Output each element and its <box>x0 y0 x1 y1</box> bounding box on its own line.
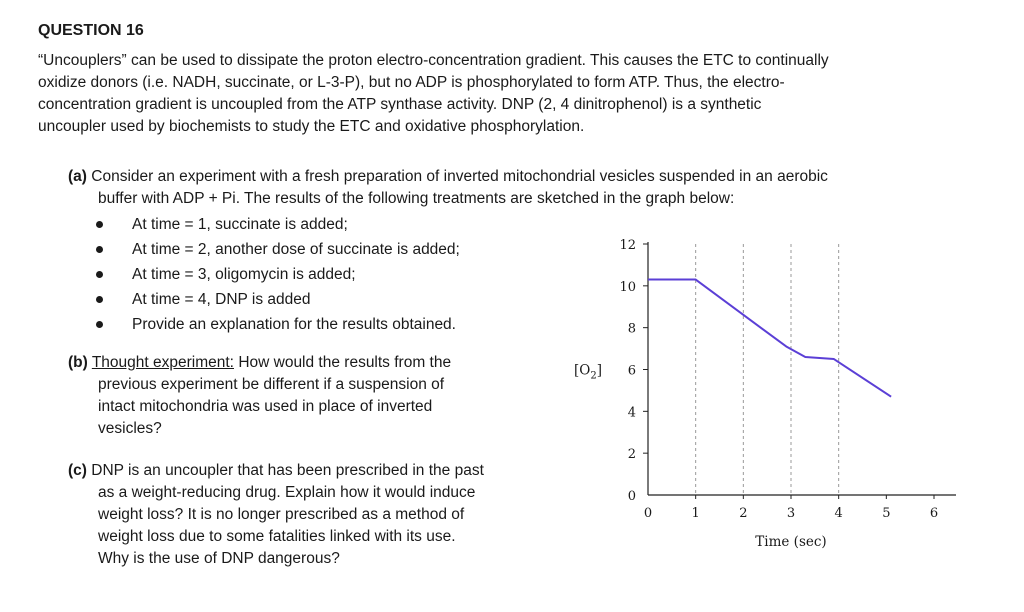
treatment-list: At time = 1, succinate is added; At time… <box>96 212 556 337</box>
y-tick-label: 4 <box>628 405 636 420</box>
question-intro: “Uncouplers” can be used to dissipate th… <box>38 50 988 138</box>
part-b: (b) Thought experiment: How would the re… <box>68 352 558 440</box>
bullet-icon <box>96 221 103 228</box>
part-c-label: (c) <box>68 462 87 479</box>
part-b-label: (b) <box>68 354 88 371</box>
x-tick-label: 1 <box>692 506 700 521</box>
x-tick-label: 0 <box>644 506 652 521</box>
y-tick-label: 10 <box>619 280 636 295</box>
y-tick-label: 0 <box>628 489 636 504</box>
part-c-text: Why is the use of DNP dangerous? <box>98 550 340 567</box>
bullet-icon <box>96 271 103 278</box>
list-item: At time = 4, DNP is added <box>96 287 556 312</box>
list-item-text: Provide an explanation for the results o… <box>132 316 456 333</box>
part-b-text: intact mitochondria was used in place of… <box>98 398 433 415</box>
oxygen-series-line <box>648 278 892 398</box>
list-item-text: At time = 1, succinate is added; <box>132 216 348 233</box>
part-c: (c) DNP is an uncoupler that has been pr… <box>68 460 558 570</box>
part-a: (a) Consider an experiment with a fresh … <box>68 166 988 210</box>
list-item: At time = 2, another dose of succinate i… <box>96 237 556 262</box>
part-b-text: previous experiment be different if a su… <box>98 376 445 393</box>
part-c-text: as a weight-reducing drug. Explain how i… <box>98 484 476 501</box>
x-tick-label: 5 <box>882 506 890 521</box>
part-b-emphasis: Thought experiment: <box>91 354 234 371</box>
intro-line: “Uncouplers” can be used to dissipate th… <box>38 52 829 69</box>
x-tick-label: 4 <box>835 506 843 521</box>
y-tick-label: 12 <box>619 238 636 253</box>
x-axis-label: Time (sec) <box>755 534 826 550</box>
y-tick-label: 2 <box>628 447 636 462</box>
part-c-line: (c) DNP is an uncoupler that has been pr… <box>68 460 558 482</box>
y-tick-label: 6 <box>628 364 636 379</box>
part-c-text: weight loss due to some fatalities linke… <box>98 528 456 545</box>
y-tick-label: 8 <box>628 322 636 337</box>
y-axis-label: [O2] <box>574 363 602 382</box>
list-item-text: At time = 4, DNP is added <box>132 291 311 308</box>
part-a-text: buffer with ADP + Pi. The results of the… <box>98 190 735 207</box>
x-tick-label: 6 <box>930 506 938 521</box>
part-b-text: vesicles? <box>98 420 162 437</box>
intro-line: uncoupler used by biochemists to study t… <box>38 118 585 135</box>
bullet-icon <box>96 321 103 328</box>
x-tick-label: 3 <box>787 506 795 521</box>
part-c-text: weight loss? It is no longer prescribed … <box>98 506 465 523</box>
x-tick-label: 2 <box>739 506 747 521</box>
list-item: At time = 1, succinate is added; <box>96 212 556 237</box>
list-item: At time = 3, oligomycin is added; <box>96 262 556 287</box>
part-a-line: (a) Consider an experiment with a fresh … <box>68 166 988 188</box>
part-c-text: DNP is an uncoupler that has been prescr… <box>91 462 484 479</box>
part-a-text: Consider an experiment with a fresh prep… <box>91 168 828 185</box>
part-a-label: (a) <box>68 168 87 185</box>
intro-line: oxidize donors (i.e. NADH, succinate, or… <box>38 74 785 91</box>
list-item-text: At time = 2, another dose of succinate i… <box>132 241 460 258</box>
intro-line: concentration gradient is uncoupled from… <box>38 96 762 113</box>
list-item-text: At time = 3, oligomycin is added; <box>132 266 356 283</box>
question-title: QUESTION 16 <box>38 22 144 39</box>
bullet-icon <box>96 246 103 253</box>
list-item: Provide an explanation for the results o… <box>96 312 556 337</box>
part-b-text: How would the results from the <box>238 354 452 371</box>
part-b-line: (b) Thought experiment: How would the re… <box>68 352 558 374</box>
bullet-icon <box>96 296 103 303</box>
